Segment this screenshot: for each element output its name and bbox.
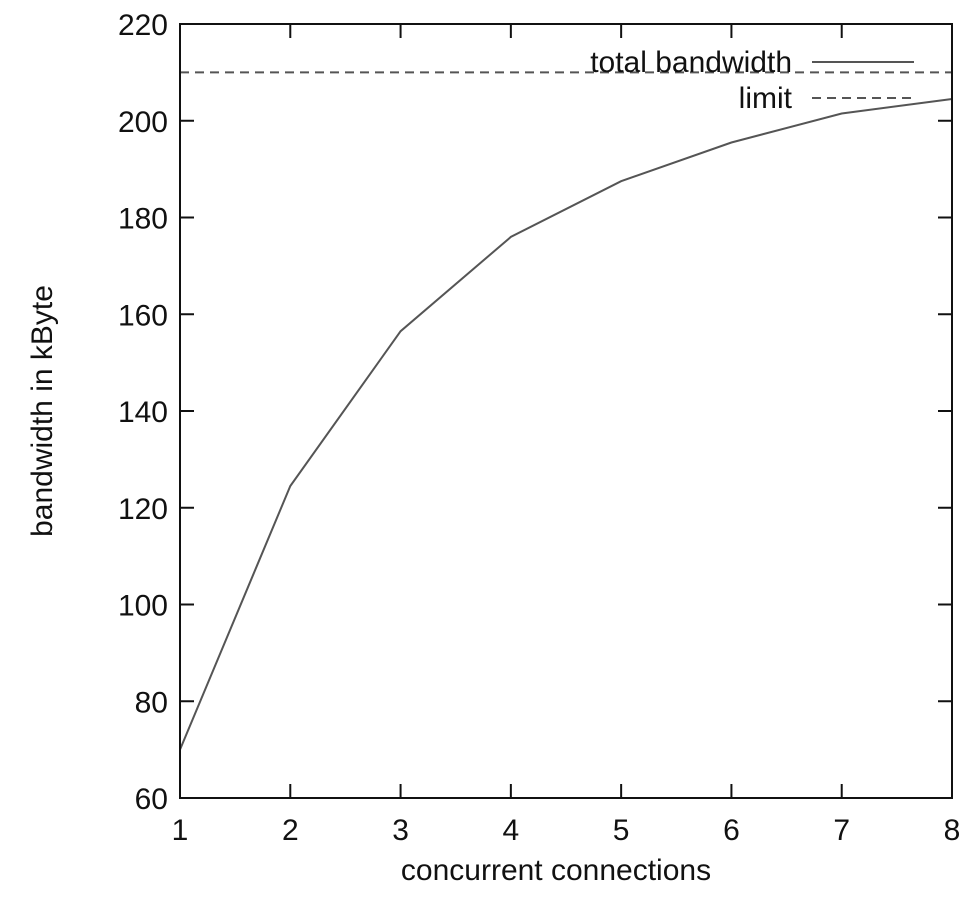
plot-area-frame <box>179 23 953 799</box>
ticks-layer: 1 2 3 4 5 6 7 8 60 80 100 120 140 160 180 200 220 <box>118 9 960 847</box>
x-tick-label: 6 <box>723 814 740 847</box>
x-tick-label: 7 <box>833 814 850 847</box>
y-axis-title: bandwidth in kByte <box>26 285 59 537</box>
series-line-total-bandwidth <box>179 98 953 750</box>
legend-label-limit: limit <box>739 82 793 115</box>
y-tick-label: 80 <box>135 686 168 719</box>
y-tick-label: 120 <box>118 493 168 526</box>
x-tick-label: 2 <box>282 814 299 847</box>
y-tick-label: 180 <box>118 203 168 236</box>
x-tick-label: 8 <box>944 814 961 847</box>
x-tick-label: 3 <box>392 814 409 847</box>
x-tick-label: 5 <box>613 814 630 847</box>
series-layer <box>179 71 953 750</box>
y-tick-label: 220 <box>118 9 168 42</box>
y-tick-label: 200 <box>118 106 168 139</box>
legend-label-total-bandwidth: total bandwidth <box>590 46 792 79</box>
x-axis-title: concurrent connections <box>401 854 711 887</box>
y-tick-label: 100 <box>118 590 168 623</box>
x-tick-label: 1 <box>172 814 189 847</box>
y-tick-label: 160 <box>118 299 168 332</box>
x-tick-label: 4 <box>503 814 520 847</box>
y-tick-label: 140 <box>118 396 168 429</box>
y-tick-label: 60 <box>135 783 168 816</box>
